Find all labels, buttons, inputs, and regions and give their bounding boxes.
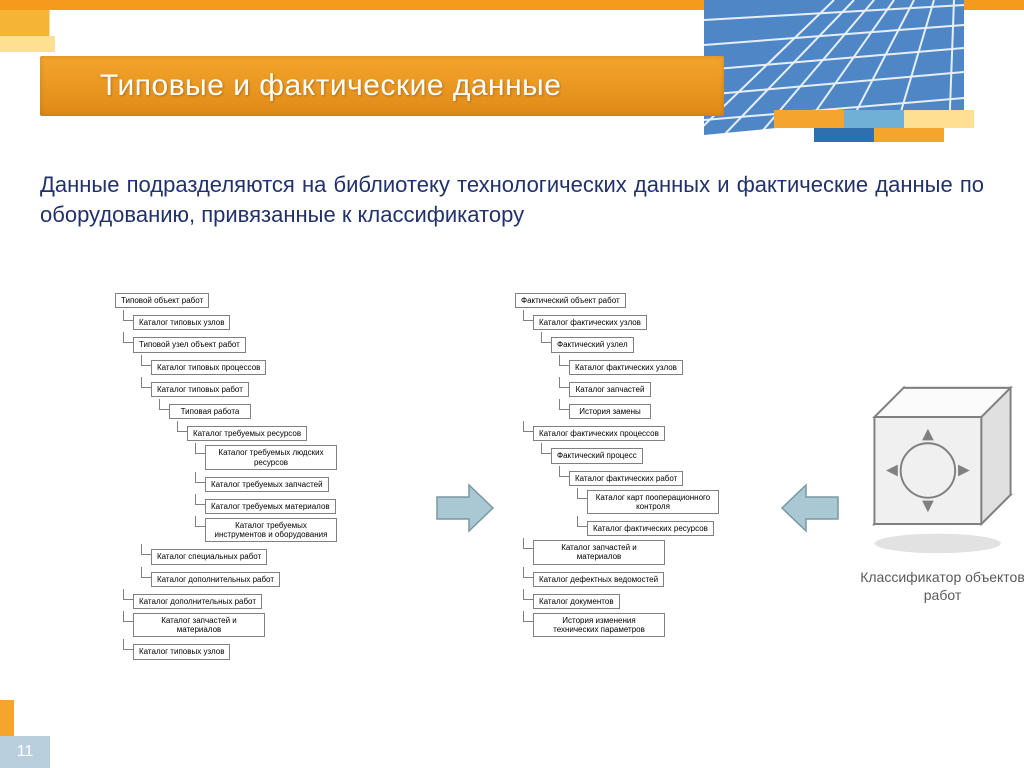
tree-node: Каталог дефектных ведомостей: [515, 567, 815, 589]
cube-caption: Классификатор объектов работ: [855, 569, 1024, 604]
footer-accent: [0, 700, 14, 740]
tree-node-label: Каталог требуемых людских ресурсов: [205, 445, 337, 469]
tree-node-label: Каталог фактических узлов: [533, 315, 647, 330]
tree-node-label: Фактический процесс: [551, 448, 643, 463]
slide-title: Типовые и фактические данные: [100, 69, 561, 103]
tree-node-label: Каталог фактических работ: [569, 471, 683, 486]
tree-node: Каталог дополнительных работ: [115, 567, 415, 589]
tree-node: Каталог типовых узлов: [115, 639, 415, 661]
tree-node-label: Каталог требуемых инструментов и оборудо…: [205, 518, 337, 542]
tree-node: Каталог дополнительных работ: [115, 589, 415, 611]
slide-header: Типовые и фактические данные: [0, 0, 1024, 140]
tree-node-label: Каталог требуемых материалов: [205, 499, 336, 514]
tree-node: Каталог фактических ресурсов: [515, 516, 815, 538]
hierarchy-tree-right: Фактический объект работ Каталог фактичес…: [515, 288, 815, 639]
tree-node-label: История замены: [569, 404, 651, 419]
tree-node: Каталог требуемых инструментов и оборудо…: [115, 516, 415, 544]
tree-node-label: Фактический объект работ: [515, 293, 626, 308]
tree-node-label: Типовая работа: [169, 404, 251, 419]
arrow-right-icon: [435, 483, 495, 533]
tree-node: Каталог карт пооперационного контроля: [515, 488, 815, 516]
tree-node-label: История изменения технических параметров: [533, 613, 665, 637]
tree-node: Каталог типовых узлов: [115, 310, 415, 332]
tree-node: Каталог требуемых ресурсов: [115, 421, 415, 443]
tree-node: История изменения технических параметров: [515, 611, 815, 639]
tree-node-label: Каталог фактических ресурсов: [587, 521, 714, 536]
page-number: 11: [0, 736, 50, 768]
tree-node: Каталог запчастей и материалов: [515, 538, 815, 566]
cube-icon: [855, 378, 1024, 563]
tree-node: Каталог фактических узлов: [515, 310, 815, 332]
tree-node-label: Каталог запчастей: [569, 382, 651, 397]
classifier-cube: Классификатор объектов работ: [855, 378, 1024, 604]
tree-node-label: Каталог типовых узлов: [133, 644, 230, 659]
tree-node: Каталог фактических процессов: [515, 421, 815, 443]
tree-node: История замены: [515, 399, 815, 421]
tree-node-label: Каталог карт пооперационного контроля: [587, 490, 719, 514]
tree-node: Фактический объект работ: [515, 288, 815, 310]
tree-node-label: Типовой узел объект работ: [133, 337, 246, 352]
title-band: Типовые и фактические данные: [40, 56, 724, 116]
tree-node: Каталог запчастей: [515, 377, 815, 399]
diagram-area: Типовой объект работ Каталог типовых узло…: [115, 288, 945, 728]
tree-node-label: Типовой объект работ: [115, 293, 209, 308]
hierarchy-tree-left: Типовой объект работ Каталог типовых узло…: [115, 288, 415, 662]
tree-node-label: Каталог дополнительных работ: [133, 594, 262, 609]
tree-node-label: Каталог дополнительных работ: [151, 572, 280, 587]
tree-node-label: Каталог типовых работ: [151, 382, 249, 397]
tree-node: Фактический процесс: [515, 443, 815, 465]
tree-node-label: Каталог требуемых ресурсов: [187, 426, 307, 441]
tree-node-label: Каталог специальных работ: [151, 549, 267, 564]
tree-node-label: Каталог запчастей и материалов: [533, 540, 665, 564]
tree-node: Каталог специальных работ: [115, 544, 415, 566]
tree-node: Каталог требуемых запчастей: [115, 472, 415, 494]
tree-node-label: Каталог дефектных ведомостей: [533, 572, 664, 587]
tree-node: Фактический узлел: [515, 332, 815, 354]
tree-node: Каталог требуемых материалов: [115, 494, 415, 516]
tree-node: Типовой объект работ: [115, 288, 415, 310]
tree-node: Каталог документов: [515, 589, 815, 611]
tree-node-label: Каталог запчастей и материалов: [133, 613, 265, 637]
tree-node: Каталог типовых процессов: [115, 355, 415, 377]
tree-node: Каталог запчастей и материалов: [115, 611, 415, 639]
tree-node: Каталог типовых работ: [115, 377, 415, 399]
arrow-left-icon: [780, 483, 840, 533]
tree-node: Типовой узел объект работ: [115, 332, 415, 354]
tree-node-label: Каталог документов: [533, 594, 620, 609]
header-deco-2: [0, 36, 55, 52]
tree-node-label: Каталог требуемых запчастей: [205, 477, 329, 492]
tree-node: Каталог требуемых людских ресурсов: [115, 443, 415, 471]
tree-node-label: Каталог типовых узлов: [133, 315, 230, 330]
slide-body-text: Данные подразделяются на библиотеку техн…: [40, 170, 984, 229]
tree-node: Каталог фактических узлов: [515, 355, 815, 377]
tree-node: Каталог фактических работ: [515, 466, 815, 488]
tree-node-label: Каталог типовых процессов: [151, 360, 266, 375]
tree-node-label: Каталог фактических узлов: [569, 360, 683, 375]
header-deco-right: [774, 110, 1024, 154]
tree-node-label: Фактический узлел: [551, 337, 634, 352]
tree-node-label: Каталог фактических процессов: [533, 426, 665, 441]
tree-node: Типовая работа: [115, 399, 415, 421]
